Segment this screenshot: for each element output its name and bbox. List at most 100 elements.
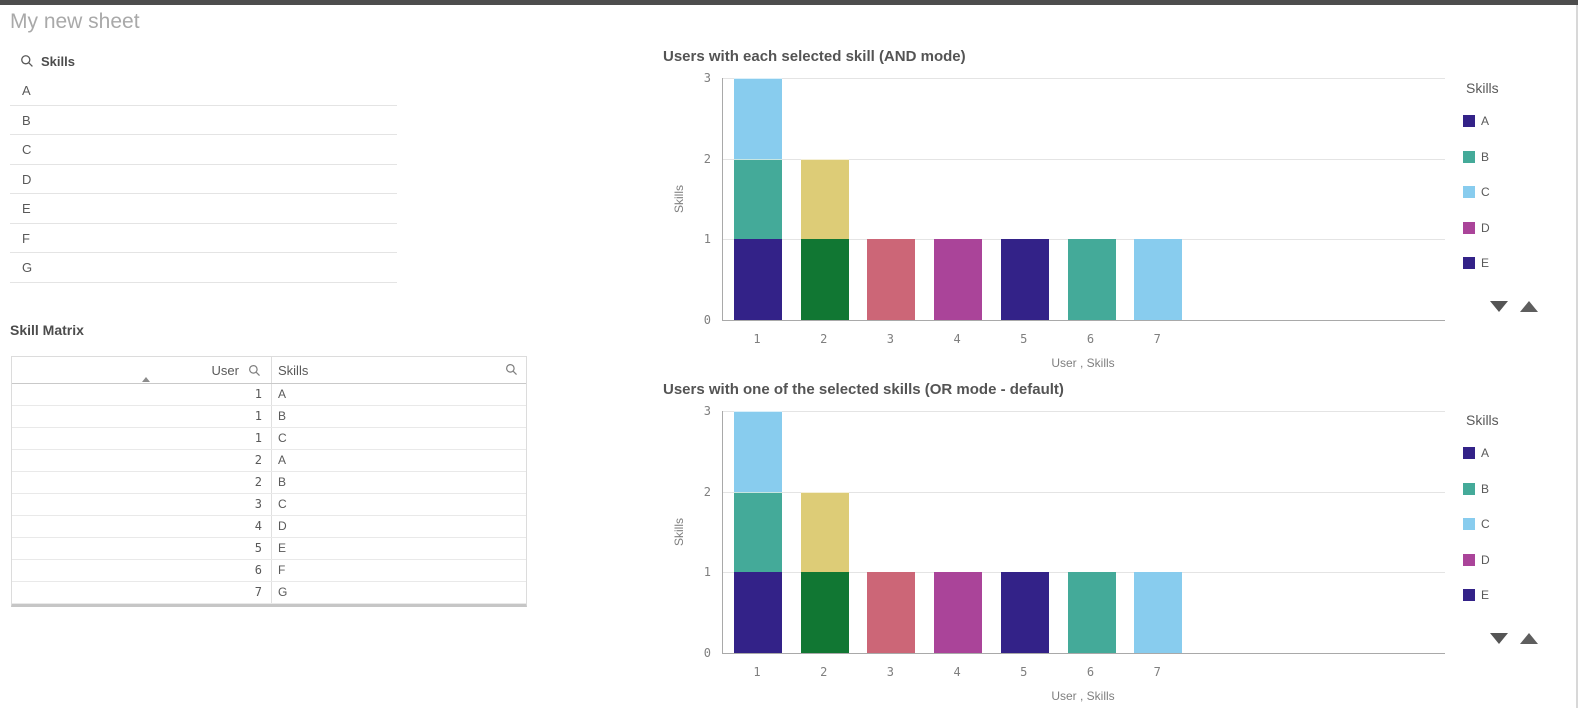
skills-filter-header: Skills: [10, 46, 397, 76]
x-tick-label: 5: [1020, 665, 1028, 679]
legend-item-a[interactable]: A: [1463, 113, 1489, 129]
bar-segment-user-2-skill-b[interactable]: [800, 491, 849, 573]
bar-segment-user-1-skill-a[interactable]: [734, 239, 782, 320]
triangle-up-icon: [1520, 633, 1538, 644]
y-tick-label: 2: [703, 484, 711, 499]
bar-segment-user-1-skill-b[interactable]: [734, 158, 782, 240]
legend-and-mode: Skills A B C D E: [1452, 70, 1578, 335]
cell-user[interactable]: 5: [12, 538, 272, 559]
bar-segment-user-6-skill-f[interactable]: [1067, 239, 1116, 320]
search-icon[interactable]: [505, 363, 518, 376]
legend-page-up-button[interactable]: [1520, 633, 1538, 644]
bar-segment-user-4-skill-d[interactable]: [934, 572, 983, 653]
gridline: [723, 158, 1445, 160]
triangle-down-icon: [1490, 633, 1508, 644]
cell-user[interactable]: 2: [12, 450, 272, 471]
bar-segment-user-5-skill-e[interactable]: [1000, 239, 1049, 320]
bar-segment-user-3-skill-c[interactable]: [867, 572, 916, 653]
bar-user-5: [1000, 572, 1049, 653]
table-header-row: User Skills: [12, 357, 526, 384]
legend-item-label: A: [1481, 446, 1490, 460]
plot-area: [722, 411, 1445, 654]
cell-user[interactable]: 6: [12, 560, 272, 581]
bar-segment-user-7-skill-g[interactable]: [1134, 239, 1183, 320]
cell-user[interactable]: 1: [12, 428, 272, 449]
legend-item-label: B: [1481, 149, 1490, 164]
legend-item-label: A: [1481, 114, 1490, 128]
bar-segment-user-7-skill-g[interactable]: [1134, 572, 1183, 653]
bar-segment-user-1-skill-c[interactable]: [734, 411, 782, 492]
bar-segment-user-4-skill-d[interactable]: [934, 239, 983, 320]
search-icon[interactable]: [20, 54, 34, 68]
skills-filter-item-c[interactable]: C: [10, 135, 397, 165]
legend-item-d[interactable]: D: [1463, 552, 1490, 568]
legend-item-a[interactable]: A: [1463, 445, 1489, 461]
skills-filter-item-d[interactable]: D: [10, 165, 397, 194]
legend-item-e[interactable]: E: [1463, 587, 1489, 603]
legend-item-b[interactable]: B: [1463, 481, 1489, 497]
cell-skills[interactable]: G: [278, 585, 288, 599]
x-tick-label: 7: [1153, 332, 1161, 346]
legend-item-label: B: [1481, 481, 1490, 496]
cell-user[interactable]: 4: [12, 516, 272, 537]
y-tick-label: 2: [703, 151, 711, 166]
legend-swatch: [1463, 257, 1475, 269]
cell-skills[interactable]: F: [278, 563, 286, 577]
legend-item-c[interactable]: C: [1463, 184, 1490, 200]
legend-item-label: C: [1481, 185, 1490, 199]
legend-page-up-button[interactable]: [1520, 301, 1538, 312]
cell-skills[interactable]: B: [278, 475, 287, 489]
skills-filter-item-g[interactable]: G: [10, 253, 397, 283]
legend-item-b[interactable]: B: [1463, 149, 1489, 165]
x-tick-label: 2: [820, 665, 828, 679]
skills-filter-item-a[interactable]: A: [10, 76, 397, 106]
column-header-skills[interactable]: Skills: [272, 357, 526, 383]
skill-matrix-title: Skill Matrix: [10, 322, 84, 338]
gridline: [723, 411, 1445, 412]
cell-skills[interactable]: C: [278, 431, 287, 445]
bar-segment-user-2-skill-a[interactable]: [800, 572, 849, 653]
legend-item-d[interactable]: D: [1463, 220, 1490, 236]
cell-skills[interactable]: A: [278, 387, 287, 401]
cell-skills[interactable]: E: [278, 541, 287, 555]
column-header-user[interactable]: User: [12, 357, 272, 383]
bar-segment-user-5-skill-e[interactable]: [1000, 572, 1049, 653]
legend-page-down-button[interactable]: [1490, 633, 1508, 644]
cell-user[interactable]: 2: [12, 472, 272, 493]
bar-segment-user-1-skill-a[interactable]: [734, 572, 782, 653]
cell-skills[interactable]: C: [278, 497, 287, 511]
bar-segment-user-2-skill-b[interactable]: [800, 158, 849, 240]
legend-item-c[interactable]: C: [1463, 516, 1490, 532]
cell-skills[interactable]: B: [278, 409, 287, 423]
search-icon[interactable]: [248, 364, 261, 377]
skills-filter-item-f[interactable]: F: [10, 224, 397, 253]
cell-user[interactable]: 7: [12, 582, 272, 603]
skills-filter-item-e[interactable]: E: [10, 194, 397, 224]
bar-segment-user-2-skill-a[interactable]: [800, 239, 849, 320]
legend-page-down-button[interactable]: [1490, 301, 1508, 312]
cell-user[interactable]: 1: [12, 384, 272, 405]
skills-filter-item-b[interactable]: B: [10, 106, 397, 135]
legend-item-e[interactable]: E: [1463, 255, 1489, 271]
skills-filter-title: Skills: [41, 53, 75, 69]
legend-title: Skills: [1466, 80, 1499, 96]
y-tick-label: 3: [703, 404, 711, 418]
bar-user-1: [734, 411, 782, 653]
legend-swatch: [1463, 221, 1475, 234]
bar-segment-user-1-skill-b[interactable]: [734, 491, 782, 573]
cell-skills[interactable]: D: [278, 519, 287, 533]
cell-user[interactable]: 3: [12, 494, 272, 515]
cell-user[interactable]: 1: [12, 406, 272, 427]
bar-user-4: [934, 572, 983, 653]
chart-title: Users with each selected skill (AND mode…: [663, 48, 966, 65]
bar-segment-user-6-skill-f[interactable]: [1067, 572, 1116, 653]
cell-skills[interactable]: A: [278, 453, 287, 467]
bar-segment-user-3-skill-c[interactable]: [867, 239, 916, 320]
bar-segment-user-1-skill-c[interactable]: [734, 78, 782, 159]
bar-user-7: [1134, 239, 1183, 320]
